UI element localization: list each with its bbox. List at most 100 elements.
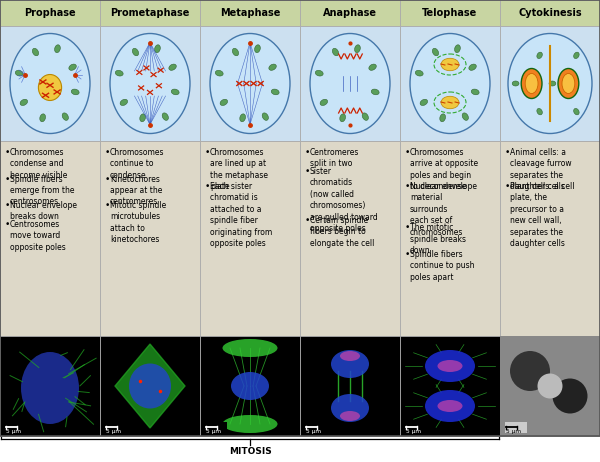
Ellipse shape (21, 352, 79, 424)
Ellipse shape (340, 114, 346, 122)
Ellipse shape (562, 73, 575, 93)
Ellipse shape (169, 64, 176, 70)
Text: Animal cells: a
cleavage furrow
separates the
daughter cells: Animal cells: a cleavage furrow separate… (510, 148, 572, 191)
Ellipse shape (320, 99, 328, 105)
Text: •: • (405, 148, 410, 157)
Text: Spindle fibers
continue to push
poles apart: Spindle fibers continue to push poles ap… (410, 250, 475, 282)
Ellipse shape (331, 394, 369, 422)
Ellipse shape (340, 411, 360, 421)
Text: •: • (505, 182, 511, 191)
Text: Chromosomes
arrive at opposite
poles and begin
to decondense: Chromosomes arrive at opposite poles and… (410, 148, 478, 191)
Bar (400, 336, 500, 436)
Bar (300, 0, 400, 26)
Bar (305, 422, 327, 433)
Ellipse shape (437, 400, 463, 412)
Text: •: • (305, 216, 310, 225)
Text: •: • (5, 220, 10, 229)
Ellipse shape (240, 114, 245, 122)
Ellipse shape (220, 99, 227, 105)
Bar (200, 141, 300, 336)
Text: Anaphase: Anaphase (323, 8, 377, 18)
Ellipse shape (10, 34, 90, 134)
Bar (405, 422, 427, 433)
Text: •: • (205, 148, 211, 157)
Ellipse shape (525, 73, 538, 93)
Ellipse shape (471, 89, 479, 95)
Text: Centrosomes
move toward
opposite poles: Centrosomes move toward opposite poles (10, 220, 66, 252)
Ellipse shape (469, 64, 476, 70)
Ellipse shape (455, 45, 460, 53)
Ellipse shape (433, 49, 439, 56)
Text: •: • (505, 148, 511, 157)
Ellipse shape (369, 64, 376, 70)
Ellipse shape (512, 81, 519, 86)
Text: Plant cells: a cell
plate, the
precursor to a
new cell wall,
separates the
daugh: Plant cells: a cell plate, the precursor… (510, 182, 575, 248)
Ellipse shape (110, 34, 190, 134)
Ellipse shape (340, 351, 360, 361)
Bar (105, 422, 127, 433)
Text: 5 μm: 5 μm (506, 429, 521, 434)
Text: Centromeres
split in two: Centromeres split in two (310, 148, 359, 169)
Text: •: • (105, 148, 110, 157)
Ellipse shape (441, 58, 459, 71)
Ellipse shape (69, 64, 76, 70)
Bar (500, 141, 600, 336)
Ellipse shape (140, 114, 145, 122)
Bar (500, 26, 600, 141)
Bar (5, 422, 27, 433)
Ellipse shape (440, 114, 445, 122)
Text: The mitotic
spindle breaks
down: The mitotic spindle breaks down (410, 224, 466, 255)
Text: •: • (5, 175, 10, 183)
Polygon shape (115, 344, 185, 428)
Bar (500, 336, 600, 436)
Bar (505, 422, 527, 433)
Bar (200, 0, 300, 26)
Text: Kinetochores
appear at the
centromeres: Kinetochores appear at the centromeres (110, 175, 163, 207)
Ellipse shape (269, 64, 276, 70)
Bar (200, 26, 300, 141)
Text: Telophase: Telophase (422, 8, 478, 18)
Text: •: • (5, 201, 10, 210)
Ellipse shape (162, 113, 169, 120)
Bar (100, 336, 200, 436)
Ellipse shape (262, 113, 268, 120)
Ellipse shape (223, 415, 277, 433)
Ellipse shape (223, 339, 277, 357)
Bar (500, 0, 600, 26)
Bar (300, 336, 400, 436)
Bar (100, 26, 200, 141)
Text: Nuclear envelope
breaks down: Nuclear envelope breaks down (10, 201, 77, 221)
Text: •: • (405, 182, 410, 191)
Text: •: • (405, 224, 410, 232)
Text: Each sister
chromatid is
attached to a
spindle fiber
originating from
opposite p: Each sister chromatid is attached to a s… (210, 182, 272, 248)
Ellipse shape (120, 99, 128, 105)
Ellipse shape (331, 350, 369, 378)
Ellipse shape (171, 89, 179, 95)
Ellipse shape (441, 96, 459, 109)
Ellipse shape (115, 70, 123, 76)
Text: Nuclear envelope
material
surrounds
each set of
chromosomes: Nuclear envelope material surrounds each… (410, 182, 477, 237)
Ellipse shape (38, 74, 62, 101)
Ellipse shape (410, 34, 490, 134)
Ellipse shape (553, 378, 587, 413)
Text: Chromosomes
continue to
condense: Chromosomes continue to condense (110, 148, 164, 180)
Ellipse shape (71, 89, 79, 95)
Ellipse shape (462, 113, 469, 120)
Text: 5 μm: 5 μm (106, 429, 121, 434)
Text: •: • (305, 167, 310, 176)
Ellipse shape (538, 373, 563, 399)
Bar (0, 336, 100, 436)
Bar (0, 0, 100, 26)
Ellipse shape (15, 70, 23, 76)
Ellipse shape (425, 350, 475, 382)
Text: •: • (305, 148, 310, 157)
Ellipse shape (521, 68, 542, 98)
Bar (0, 141, 100, 336)
Bar (200, 336, 300, 436)
Ellipse shape (371, 89, 379, 95)
Bar (400, 0, 500, 26)
Ellipse shape (558, 68, 579, 98)
Ellipse shape (232, 49, 239, 56)
Ellipse shape (537, 52, 542, 59)
Text: Certain spindle
fibers begin to
elongate the cell: Certain spindle fibers begin to elongate… (310, 216, 374, 248)
